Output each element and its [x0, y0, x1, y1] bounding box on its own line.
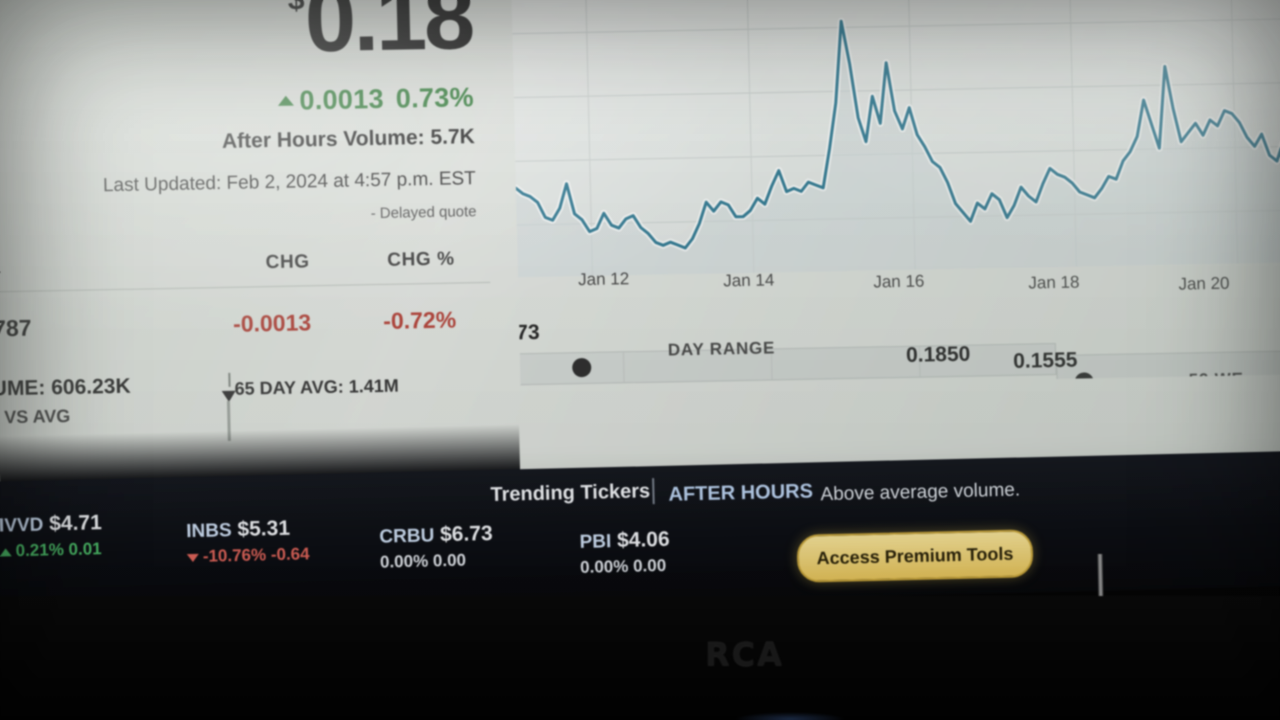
ticker-symbol: INBS: [185, 520, 232, 543]
x-axis-tick-label: Jan 12: [577, 269, 630, 290]
ticker-item[interactable]: IVVD $4.71 0.21% 0.01: [0, 511, 103, 561]
header-chg: CHG: [265, 251, 310, 274]
volume-value: OLUME: 606.23K: [0, 374, 131, 401]
header-chgpct: CHG %: [387, 248, 455, 271]
ticker-change: 0.00% 0.00: [379, 550, 467, 572]
ticker-item[interactable]: PBI $4.06 0.00% 0.00: [579, 528, 670, 578]
chart-area-fill: [510, 21, 1280, 279]
power-led-glow: [735, 712, 845, 720]
above-average-volume-message: Above average volume.: [820, 479, 1021, 506]
tv-bezel: [0, 596, 1280, 720]
delayed-quote-note: - Delayed quote: [371, 203, 477, 222]
delayed-dash: -: [370, 205, 377, 223]
price-chart-svg: [510, 0, 1280, 279]
ticker-price: $4.71: [43, 511, 103, 536]
volume-vs-average: 43% VS AVG: [0, 405, 71, 428]
current-price: 0.18: [303, 0, 474, 72]
brand-logo: RCA: [705, 635, 784, 673]
week-range-label: 52 WE: [1188, 369, 1244, 390]
stock-quote-page: $0.18 0.0013 0.73% After Hours Volume: 5.…: [0, 0, 1280, 500]
trending-tickers-label: Trending Tickers: [490, 480, 651, 506]
price-change-value: 0.0013: [299, 83, 385, 116]
avg-tick-mark: [228, 372, 231, 387]
sixty-five-day-average: 65 DAY AVG: 1.41M: [234, 375, 399, 399]
week-range-bar[interactable]: [1056, 349, 1280, 387]
price-change-block: 0.0013 0.73%: [277, 82, 474, 117]
access-premium-tools-button[interactable]: Access Premium Tools: [796, 529, 1034, 583]
ticker-price: $6.73: [433, 521, 493, 547]
triangle-up-icon: [0, 548, 12, 557]
ticker-divider: [652, 478, 655, 505]
ticker-item[interactable]: INBS $5.31 -10.76% -0.64: [186, 516, 310, 567]
value-chg: -0.0013: [232, 309, 312, 337]
x-axis-tick-label: Jan 20: [1178, 273, 1230, 294]
quote-summary-panel: $0.18 0.0013 0.73% After Hours Volume: 5.…: [0, 0, 491, 499]
ticker-change: -10.76% -0.64: [202, 544, 310, 566]
day-range-low: 0.1773: [510, 320, 540, 346]
x-axis-tick-label: Jan 16: [873, 271, 925, 292]
table-divider: [0, 281, 491, 294]
week-range-low: 0.1555: [1012, 348, 1078, 373]
ticker-symbol: CRBU: [379, 525, 435, 548]
x-axis-tick-label: Jan 14: [723, 270, 775, 291]
day-range-bar[interactable]: [510, 342, 1057, 387]
currency-symbol: $: [287, 0, 305, 17]
range-segment: [622, 352, 625, 383]
price-chart[interactable]: [510, 0, 1280, 279]
table-header-row: OSE CHG CHG %: [0, 248, 491, 298]
day-range-label: DAY RANGE: [667, 338, 776, 360]
week-range-marker: [1074, 372, 1094, 390]
triangle-down-icon: [186, 553, 199, 563]
after-hours-label: AFTER HOURS: [668, 480, 814, 506]
ticker-price: $5.31: [231, 516, 291, 542]
table-value-row: 0.1787 -0.0013 -0.72%: [0, 306, 492, 356]
close-change-table: OSE CHG CHG % 0.1787 -0.0013 -0.72%: [0, 248, 491, 342]
day-range-high: 0.1850: [905, 342, 971, 367]
last-updated-text: Last Updated: Feb 2, 2024 at 4:57 p.m. E…: [102, 168, 477, 197]
triangle-up-icon: [277, 95, 294, 106]
current-price-block: $0.18: [287, 0, 473, 71]
ticker-price: $4.06: [610, 527, 670, 553]
after-hours-volume: After Hours Volume: 5.7K: [221, 125, 476, 153]
ticker-change: 0.21% 0.01: [15, 539, 102, 561]
day-range-strip: 0.1773 DAY RANGE 0.1850 0.1555 52 WE: [510, 306, 1280, 390]
ticker-symbol: IVVD: [0, 514, 44, 537]
chart-pane: Advanced Charting All $ % VOL Jan 12Jan …: [510, 0, 1280, 390]
delayed-quote-label: Delayed quote: [379, 203, 477, 222]
volume-row: OLUME: 606.23K 43% VS AVG 65 DAY AVG: 1.…: [0, 368, 502, 441]
ticker-change: 0.00% 0.00: [579, 555, 667, 577]
x-axis-tick-label: Jan 18: [1028, 272, 1080, 293]
ticker-item[interactable]: CRBU $6.73 0.00% 0.00: [379, 522, 493, 573]
ticker-symbol: PBI: [579, 531, 612, 553]
value-chgpct: -0.72%: [382, 306, 457, 334]
value-close: 0.1787: [0, 314, 32, 343]
header-close: OSE: [0, 257, 2, 280]
price-change-percent: 0.73%: [395, 82, 475, 114]
